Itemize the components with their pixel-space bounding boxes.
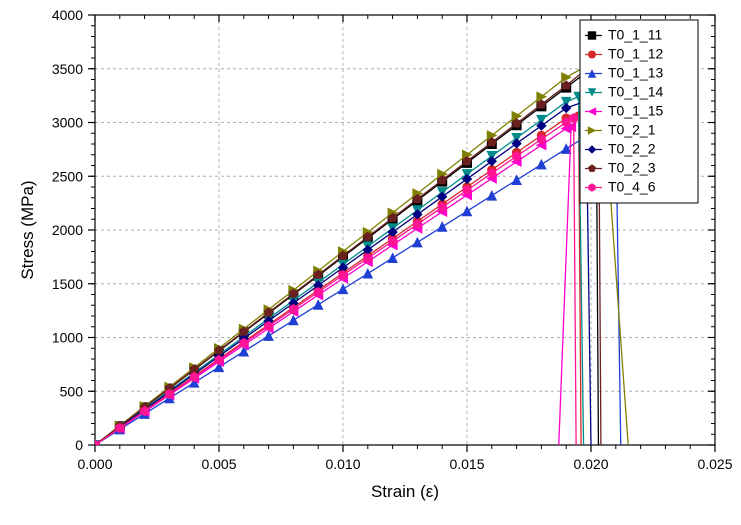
svg-text:T0_4_6: T0_4_6	[608, 179, 656, 195]
svg-text:0: 0	[75, 437, 83, 453]
svg-text:T0_2_2: T0_2_2	[608, 141, 656, 157]
svg-text:1000: 1000	[52, 330, 83, 346]
svg-text:T0_2_1: T0_2_1	[608, 122, 656, 138]
svg-text:T0_1_13: T0_1_13	[608, 65, 663, 81]
svg-text:Stress (MPa): Stress (MPa)	[18, 180, 37, 279]
svg-text:T0_1_14: T0_1_14	[608, 84, 663, 100]
svg-text:T0_2_3: T0_2_3	[608, 160, 656, 176]
svg-text:0.025: 0.025	[697, 456, 732, 472]
stress-strain-chart: 0.000 0.005 0.010 0.015 0.020 0.025 0 500 1000 15…	[0, 0, 741, 525]
svg-text:2500: 2500	[52, 168, 83, 184]
svg-text:0.010: 0.010	[325, 456, 360, 472]
svg-text:4000: 4000	[52, 7, 83, 23]
svg-text:0.005: 0.005	[201, 456, 236, 472]
svg-text:Strain (ε): Strain (ε)	[371, 482, 439, 501]
svg-text:0.000: 0.000	[77, 456, 112, 472]
svg-text:T0_1_12: T0_1_12	[608, 46, 663, 62]
svg-text:0.020: 0.020	[573, 456, 608, 472]
svg-text:500: 500	[60, 383, 84, 399]
svg-text:2000: 2000	[52, 222, 83, 238]
svg-text:1500: 1500	[52, 276, 83, 292]
svg-text:3500: 3500	[52, 61, 83, 77]
svg-text:0.015: 0.015	[449, 456, 484, 472]
svg-text:T0_1_15: T0_1_15	[608, 103, 663, 119]
svg-text:3000: 3000	[52, 115, 83, 131]
svg-text:T0_1_11: T0_1_11	[608, 27, 662, 43]
